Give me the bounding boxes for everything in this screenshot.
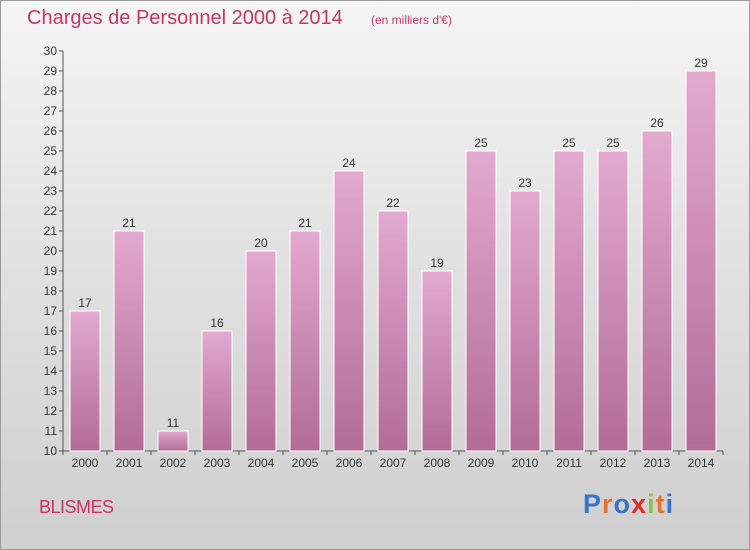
y-tick-label: 24 [44,164,58,178]
data-label: 24 [342,156,356,170]
data-label: 19 [430,256,444,270]
x-tick-label: 2003 [204,456,231,470]
data-label: 21 [298,216,312,230]
bar [597,150,629,452]
x-tick-label: 2010 [512,456,539,470]
y-tick-label: 27 [44,104,58,118]
data-label: 17 [78,296,92,310]
y-tick-label: 21 [44,224,58,238]
x-tick-label: 2013 [644,456,671,470]
y-tick-label: 14 [44,364,58,378]
data-label: 26 [650,116,664,130]
data-label: 25 [474,136,488,150]
logo-letter: x [631,489,648,519]
bar [377,210,409,452]
x-tick-label: 2006 [336,456,363,470]
x-tick-label: 2005 [292,456,319,470]
bar [685,70,717,452]
bar [465,150,497,452]
commune-name: BLISMES [39,497,114,517]
bars [69,70,717,452]
data-label: 23 [518,176,532,190]
bar [245,250,277,452]
logo-letter: t [655,489,666,519]
data-label: 22 [386,196,400,210]
x-tick-label: 2008 [424,456,451,470]
x-tick-label: 2009 [468,456,495,470]
y-tick-label: 12 [44,404,58,418]
logo-letter: i [665,489,675,519]
y-tick-label: 28 [44,84,58,98]
x-tick-label: 2014 [688,456,715,470]
logo-letter: i [647,489,656,519]
bar [421,270,453,452]
logo-letter: r [602,489,614,519]
y-tick-label: 13 [44,384,58,398]
bar [509,190,541,452]
bar [289,230,321,452]
proxiti-logo: Proxiti [583,489,674,520]
x-tick-label: 2004 [248,456,275,470]
x-tick-label: 2002 [160,456,187,470]
bar [157,430,189,452]
x-tick-label: 2012 [600,456,627,470]
y-tick-label: 15 [44,344,58,358]
bar [201,330,233,452]
y-tick-label: 16 [44,324,58,338]
bar [333,170,365,452]
y-tick-label: 17 [44,304,58,318]
y-tick-label: 23 [44,184,58,198]
chart-title: Charges de Personnel 2000 à 2014 [27,7,343,29]
data-label: 25 [606,136,620,150]
data-label: 29 [694,56,708,70]
chart-subtitle: (en milliers d'€) [371,13,452,27]
data-label: 20 [254,236,268,250]
y-tick-label: 19 [44,264,58,278]
x-tick-label: 2011 [556,456,582,470]
y-tick-label: 22 [44,204,58,218]
y-tick-label: 18 [44,284,58,298]
y-tick-label: 29 [44,64,58,78]
data-label: 21 [122,216,136,230]
y-tick-label: 25 [44,144,58,158]
y-tick-label: 30 [44,44,58,58]
bar [553,150,585,452]
data-label: 16 [210,316,224,330]
bar [641,130,673,452]
bar [113,230,145,452]
y-tick-label: 20 [44,244,58,258]
logo-letter: P [583,489,603,519]
logo-letter: o [613,489,632,519]
y-tick-label: 10 [44,444,58,458]
y-tick-label: 26 [44,124,58,138]
data-label: 11 [167,416,180,430]
x-tick-label: 2000 [72,456,99,470]
x-tick-label: 2001 [116,456,143,470]
data-label: 25 [562,136,576,150]
data-labels: 17 21 11 16 20 21 24 22 19 25 23 25 25 26 29 [78,56,708,430]
x-tick-label: 2007 [380,456,407,470]
bar [69,310,101,452]
y-tick-label: 11 [45,424,58,438]
